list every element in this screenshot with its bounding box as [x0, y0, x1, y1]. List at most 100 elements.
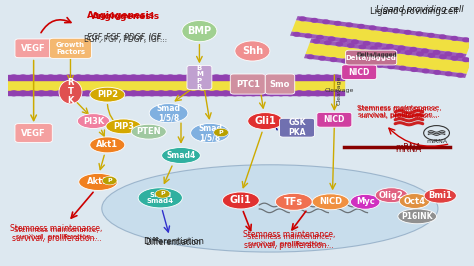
- Text: Smad4: Smad4: [166, 151, 196, 160]
- Circle shape: [240, 91, 248, 96]
- Circle shape: [330, 58, 337, 61]
- Circle shape: [185, 75, 193, 80]
- FancyBboxPatch shape: [265, 74, 295, 94]
- Circle shape: [307, 55, 314, 59]
- FancyBboxPatch shape: [15, 39, 52, 58]
- Circle shape: [311, 18, 318, 22]
- Text: Stemness maintenance,
survival, proliferation...: Stemness maintenance, survival, prolifer…: [243, 230, 336, 250]
- Circle shape: [352, 40, 358, 44]
- Circle shape: [451, 36, 457, 40]
- Circle shape: [277, 75, 285, 80]
- Circle shape: [92, 91, 101, 96]
- Circle shape: [267, 75, 276, 80]
- Ellipse shape: [191, 123, 229, 143]
- Circle shape: [155, 190, 170, 198]
- Circle shape: [212, 75, 220, 80]
- Circle shape: [111, 75, 119, 80]
- Text: BMP: BMP: [187, 26, 211, 36]
- Circle shape: [28, 75, 36, 80]
- Ellipse shape: [102, 165, 438, 252]
- Text: miRNA: miRNA: [426, 139, 447, 144]
- Circle shape: [120, 91, 128, 96]
- Text: mRNA: mRNA: [395, 143, 421, 152]
- Circle shape: [335, 22, 341, 25]
- Polygon shape: [306, 43, 471, 74]
- Ellipse shape: [162, 148, 201, 163]
- Ellipse shape: [350, 194, 380, 209]
- Circle shape: [37, 91, 46, 96]
- Circle shape: [422, 49, 428, 53]
- Circle shape: [332, 91, 340, 96]
- Polygon shape: [296, 16, 473, 43]
- Circle shape: [157, 91, 165, 96]
- Text: Angiogenesis: Angiogenesis: [87, 11, 155, 20]
- Circle shape: [212, 91, 220, 96]
- Circle shape: [393, 29, 399, 33]
- Circle shape: [102, 75, 110, 80]
- Circle shape: [83, 75, 91, 80]
- Circle shape: [446, 72, 452, 76]
- Circle shape: [365, 62, 371, 66]
- Circle shape: [305, 34, 311, 38]
- Text: Shh: Shh: [242, 46, 263, 56]
- Ellipse shape: [131, 124, 166, 139]
- Circle shape: [56, 75, 64, 80]
- Ellipse shape: [149, 104, 188, 123]
- Circle shape: [364, 41, 370, 45]
- Text: Smo: Smo: [270, 80, 290, 89]
- Circle shape: [347, 44, 354, 47]
- Circle shape: [9, 75, 18, 80]
- Circle shape: [286, 91, 294, 96]
- Circle shape: [138, 91, 147, 96]
- Circle shape: [346, 23, 353, 27]
- Circle shape: [221, 75, 230, 80]
- Circle shape: [194, 91, 202, 96]
- Circle shape: [332, 75, 340, 80]
- Text: P: P: [219, 130, 223, 135]
- Text: EGF, FGF, PDGF, IGF...: EGF, FGF, PDGF, IGF...: [84, 35, 167, 44]
- Circle shape: [317, 35, 323, 39]
- Circle shape: [249, 91, 257, 96]
- Text: PTEN: PTEN: [137, 127, 161, 136]
- Circle shape: [286, 75, 294, 80]
- Circle shape: [258, 75, 267, 80]
- Polygon shape: [310, 39, 473, 63]
- Circle shape: [314, 75, 322, 80]
- Circle shape: [102, 91, 110, 96]
- Circle shape: [353, 61, 360, 64]
- Ellipse shape: [182, 20, 217, 42]
- Circle shape: [428, 34, 434, 37]
- Circle shape: [323, 20, 329, 24]
- Text: Angiogenesis: Angiogenesis: [91, 12, 160, 21]
- Circle shape: [148, 75, 156, 80]
- Circle shape: [293, 32, 300, 36]
- Text: GSK
PKA: GSK PKA: [288, 118, 306, 137]
- Circle shape: [405, 51, 411, 55]
- Text: NICD: NICD: [324, 115, 345, 124]
- Text: Smad
Smad4: Smad Smad4: [147, 192, 174, 204]
- Circle shape: [382, 48, 389, 52]
- Text: PTC1: PTC1: [236, 80, 260, 89]
- Circle shape: [231, 75, 239, 80]
- Circle shape: [399, 46, 405, 50]
- Text: Smad
1/5/8: Smad 1/5/8: [198, 124, 222, 142]
- FancyBboxPatch shape: [15, 124, 52, 142]
- Circle shape: [28, 91, 36, 96]
- Text: Gli1: Gli1: [255, 116, 276, 126]
- Ellipse shape: [235, 41, 270, 61]
- Ellipse shape: [375, 188, 408, 203]
- Text: P: P: [107, 178, 112, 183]
- Circle shape: [19, 75, 27, 80]
- Circle shape: [440, 55, 446, 59]
- Circle shape: [340, 39, 346, 42]
- Circle shape: [388, 65, 394, 69]
- Ellipse shape: [398, 209, 437, 224]
- Circle shape: [457, 53, 463, 57]
- Circle shape: [74, 91, 82, 96]
- Circle shape: [381, 27, 388, 31]
- Circle shape: [240, 75, 248, 80]
- FancyBboxPatch shape: [230, 74, 265, 94]
- Text: EGF, FGF, PDGF, IGF...: EGF, FGF, PDGF, IGF...: [87, 33, 167, 42]
- Circle shape: [342, 59, 348, 63]
- Text: PIP3: PIP3: [113, 122, 134, 131]
